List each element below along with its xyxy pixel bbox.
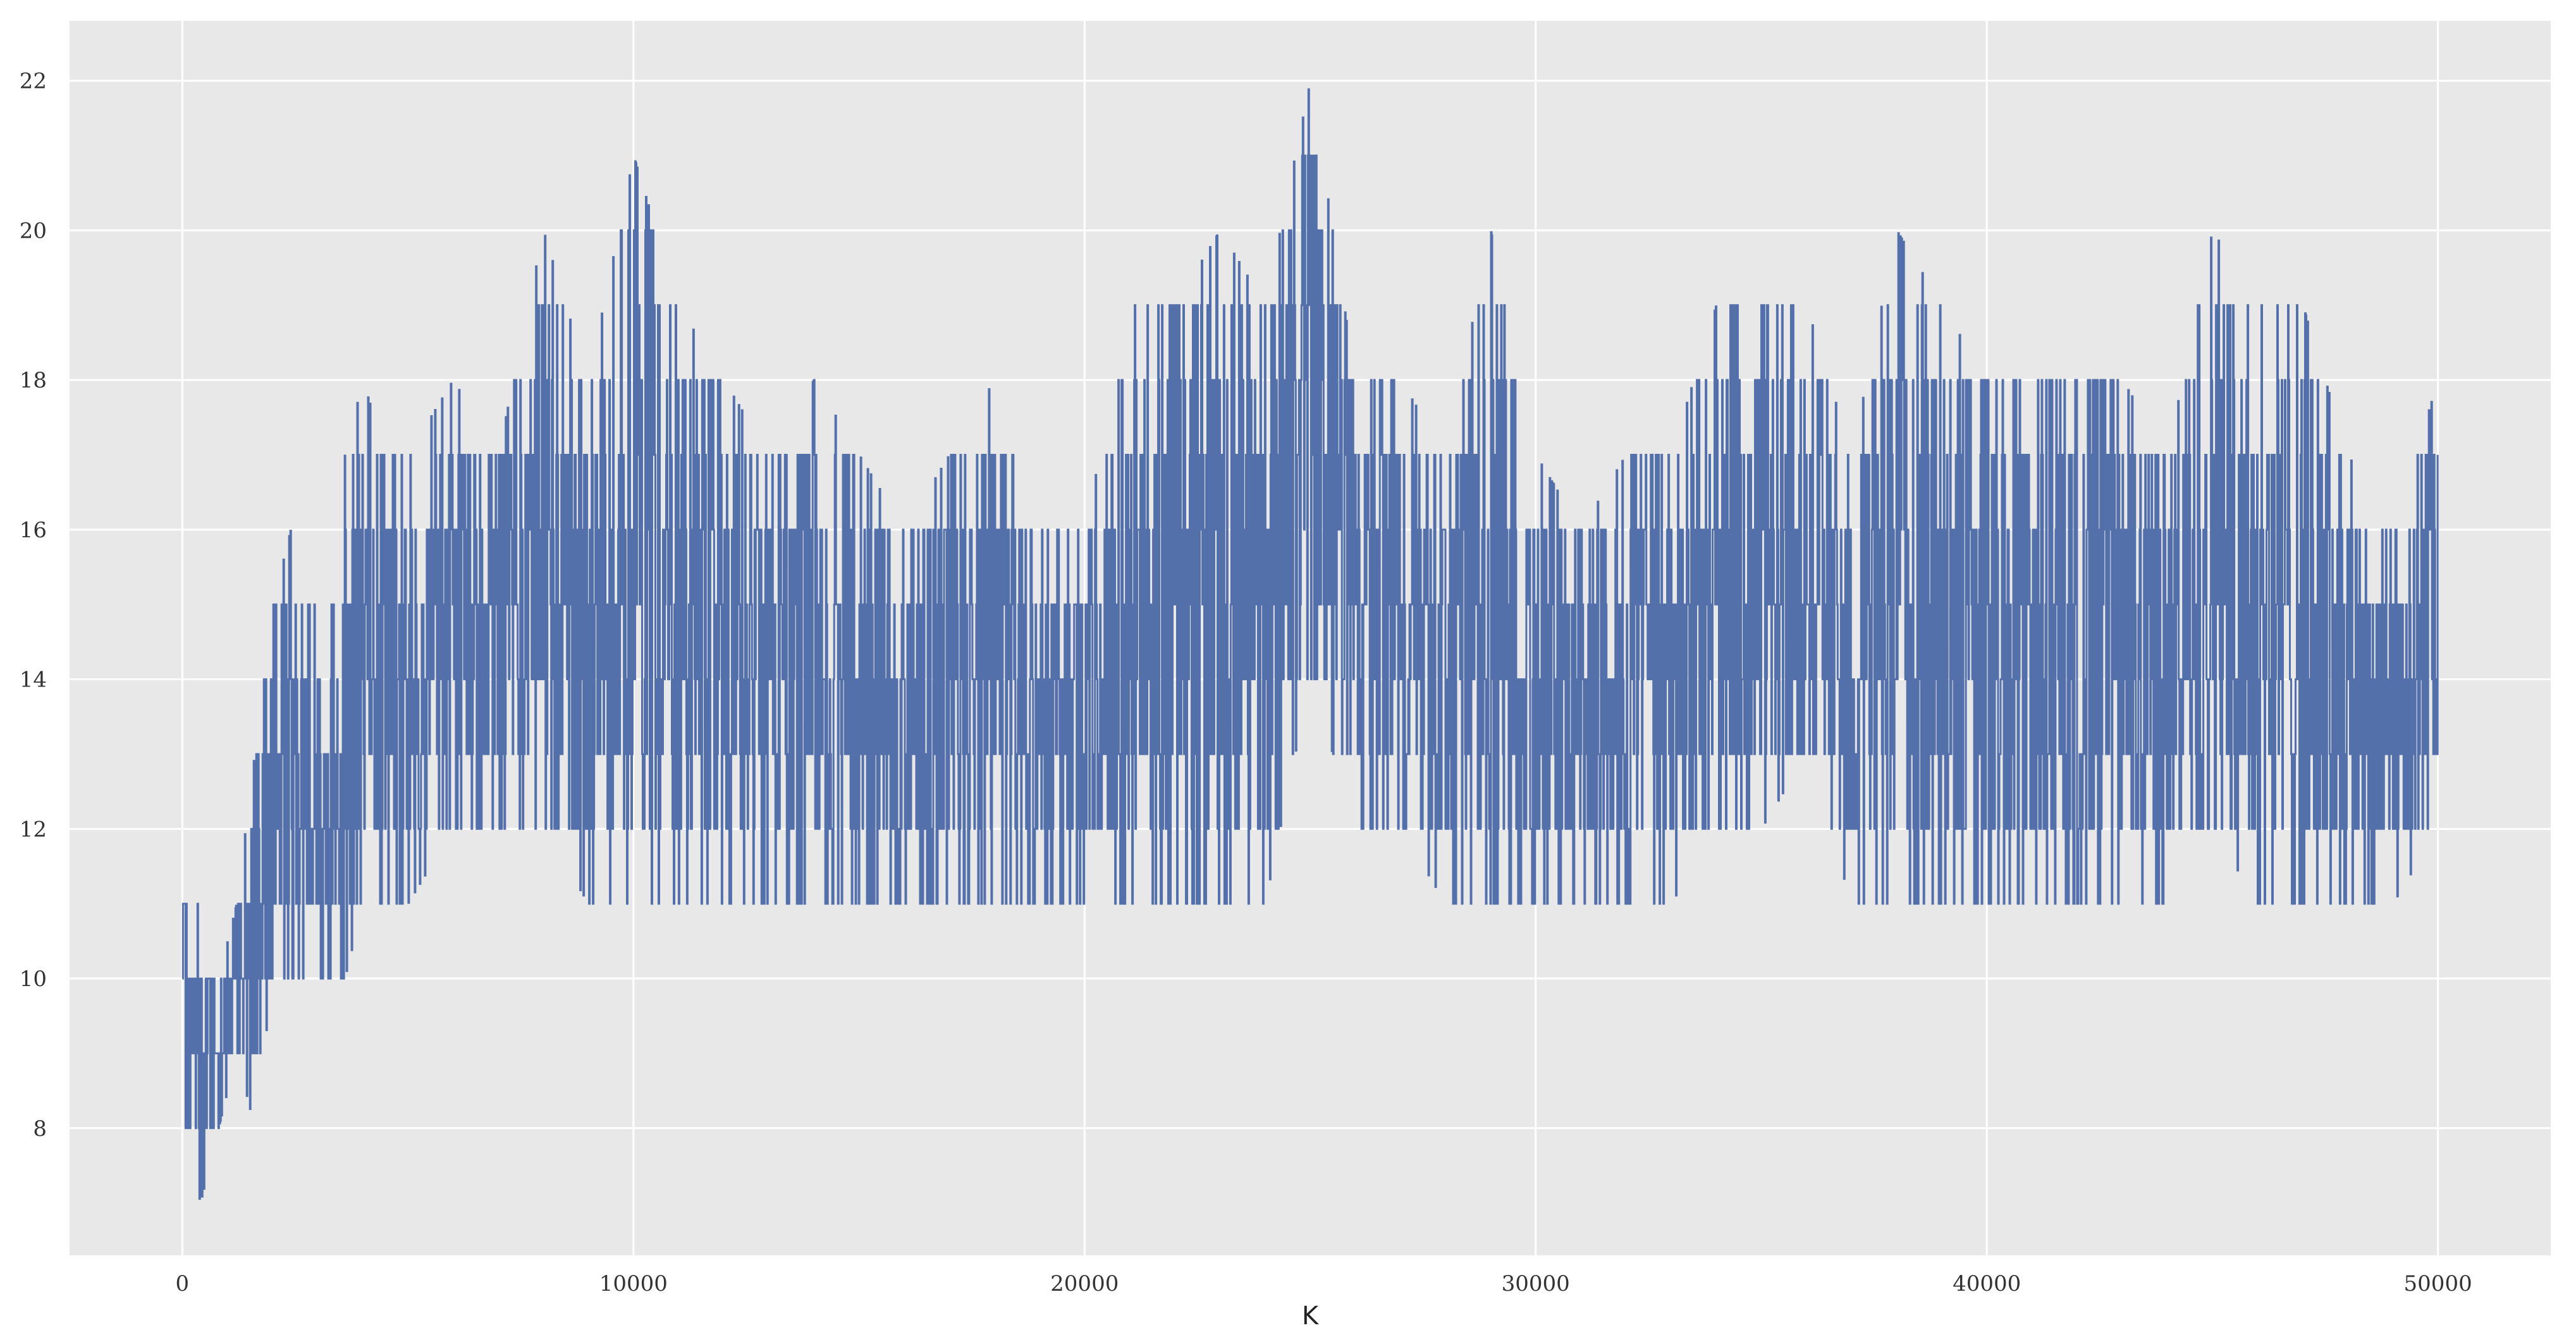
y-tick-label: 10 <box>20 966 47 992</box>
x-tick-label: 50000 <box>2404 1271 2472 1296</box>
x-tick-label: 30000 <box>1502 1271 1570 1296</box>
x-tick-label: 0 <box>176 1271 190 1296</box>
x-tick-label: 20000 <box>1050 1271 1119 1296</box>
y-tick-label: 18 <box>20 368 47 393</box>
x-tick-label: 40000 <box>1953 1271 2021 1296</box>
x-axis-ticks: 0 10000 20000 30000 40000 50000 <box>176 1271 2472 1296</box>
y-tick-label: 12 <box>20 817 47 842</box>
y-axis-ticks: 8 10 12 14 16 18 20 22 <box>20 69 47 1142</box>
x-axis-title: K <box>1302 1301 1320 1331</box>
series-path <box>181 88 2439 1200</box>
y-tick-label: 20 <box>20 218 47 243</box>
series-line <box>181 88 2439 1200</box>
y-tick-label: 16 <box>20 518 47 543</box>
y-tick-label: 8 <box>33 1116 47 1142</box>
y-tick-label: 14 <box>20 668 47 693</box>
x-tick-label: 10000 <box>599 1271 668 1296</box>
y-tick-label: 22 <box>20 69 47 94</box>
